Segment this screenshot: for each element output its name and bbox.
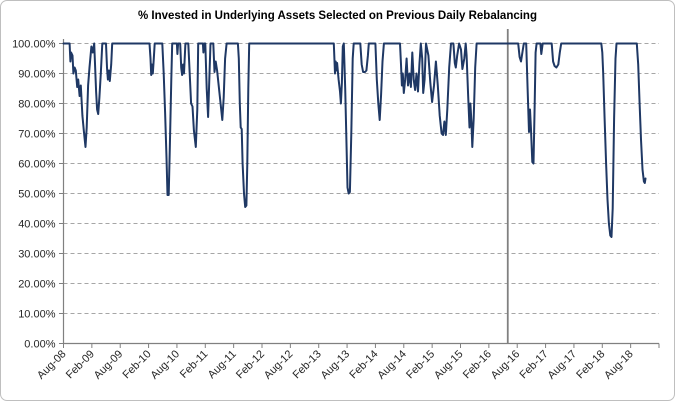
y-tick-label: 60.00% [18,159,56,171]
x-tick-label: Aug-13 [319,348,353,382]
y-tick-label: 10.00% [18,309,56,321]
x-tick-label: Feb-10 [121,348,154,381]
y-tick-label: 80.00% [18,99,56,111]
x-tick-label: Feb-18 [574,348,607,381]
y-tick-label: 50.00% [18,189,56,201]
y-tick-label: 0.00% [24,339,55,351]
x-tick-label: Aug-10 [148,348,182,382]
x-tick-label: Aug-17 [545,348,579,382]
x-tick-label: Feb-12 [234,348,267,381]
x-tick-label: Feb-11 [178,348,211,381]
x-tick-label: Feb-14 [347,348,380,381]
x-tick-label: Aug-09 [92,348,126,382]
x-tick-label: Feb-17 [518,348,551,381]
x-tick-label: Aug-16 [489,348,523,382]
y-tick-label: 30.00% [18,249,56,261]
x-tick-label: Feb-09 [64,348,97,381]
x-tick-label: Aug-14 [375,348,409,382]
x-tick-label: Feb-16 [461,348,494,381]
x-tick-label: Aug-08 [35,348,69,382]
x-tick-label: Aug-11 [206,348,239,381]
y-tick-label: 70.00% [18,129,56,141]
y-tick-label: 40.00% [18,219,56,231]
x-tick-label: Aug-15 [432,348,466,382]
y-tick-label: 90.00% [18,69,56,81]
y-tick-label: 20.00% [18,279,56,291]
x-tick-label: Aug-18 [602,348,636,382]
x-tick-label: Feb-15 [404,348,437,381]
x-tick-label: Aug-12 [262,348,296,382]
y-tick-label: 100.00% [12,39,56,51]
data-series-line [62,42,647,238]
chart-title: % Invested in Underlying Assets Selected… [137,10,537,22]
x-tick-label: Feb-13 [291,348,324,381]
